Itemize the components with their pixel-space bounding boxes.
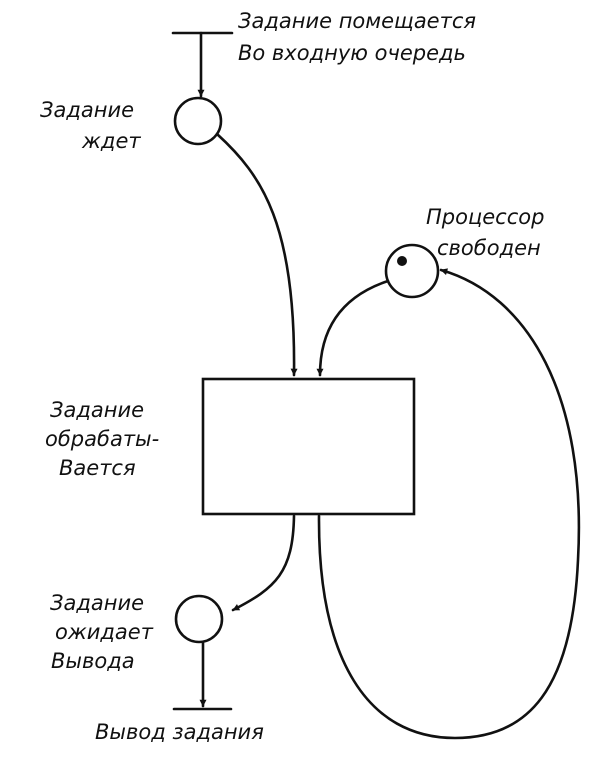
label-processor-line1: Процессор: [426, 205, 544, 229]
place-processor-free: [384, 243, 440, 299]
label-processing-line3: Вается: [59, 456, 136, 480]
label-output-line1: Вывод задания: [95, 720, 264, 744]
label-output-wait-line2: ожидает: [55, 620, 154, 644]
label-output-wait-line1: Задание: [50, 591, 144, 615]
place-job-awaiting-output: [174, 594, 224, 644]
arc-processing-to-processor-loop: [317, 268, 581, 740]
label-processor-line2: свободен: [437, 236, 541, 260]
token-dot: [397, 256, 407, 266]
label-processing-line1: Задание: [50, 398, 144, 422]
arc-processing-to-output-wait: [231, 514, 296, 612]
place-job-waiting: [173, 96, 223, 146]
label-waiting-line2: ждет: [81, 129, 141, 153]
transition-job-processing: [201, 377, 416, 516]
label-enqueue-line2: Во входную очередь: [238, 41, 466, 65]
arc-processor-to-processing: [316, 279, 390, 377]
label-enqueue-line1: Задание помещается: [238, 9, 476, 33]
arc-waiting-to-processing: [215, 132, 298, 377]
label-processing-line2: обрабаты-: [45, 427, 159, 451]
label-output-wait-line3: Вывода: [51, 649, 135, 673]
label-waiting-line1: Задание: [40, 98, 134, 122]
